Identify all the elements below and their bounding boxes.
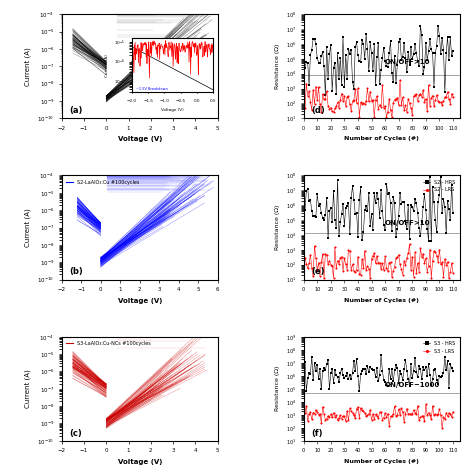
Text: (c): (c) [69, 428, 82, 438]
Y-axis label: Resistance (Ω): Resistance (Ω) [275, 44, 280, 89]
Text: ON/OFF>10: ON/OFF>10 [385, 220, 430, 227]
Legend: S3-LaAlO₃:Cu-NCs #100cycles: S3-LaAlO₃:Cu-NCs #100cycles [64, 339, 153, 348]
Legend: S2 - HRS, S2 - LRS: S2 - HRS, S2 - LRS [421, 178, 457, 194]
Text: ON/OFF>10: ON/OFF>10 [385, 59, 430, 65]
X-axis label: Number of Cycles (#): Number of Cycles (#) [344, 298, 419, 303]
Y-axis label: Current (A): Current (A) [25, 47, 31, 86]
Text: (e): (e) [311, 267, 325, 276]
Y-axis label: Resistance (Ω): Resistance (Ω) [275, 205, 280, 250]
X-axis label: Voltage (V): Voltage (V) [118, 298, 162, 304]
Legend: S3 - HRS, S3 - LRS: S3 - HRS, S3 - LRS [421, 339, 457, 356]
Y-axis label: Resistance (Ω): Resistance (Ω) [275, 366, 280, 411]
Y-axis label: Current (A): Current (A) [25, 369, 31, 408]
Text: ON/OFF~1000: ON/OFF~1000 [385, 382, 440, 388]
Text: (d): (d) [311, 106, 325, 115]
Y-axis label: Current (A): Current (A) [25, 208, 31, 247]
X-axis label: Voltage (V): Voltage (V) [118, 459, 162, 465]
Text: (f): (f) [311, 428, 323, 438]
X-axis label: Number of Cycles (#): Number of Cycles (#) [344, 459, 419, 464]
Text: (a): (a) [69, 106, 83, 115]
X-axis label: Number of Cycles (#): Number of Cycles (#) [344, 137, 419, 141]
Legend: S2-LaAlO₃:Cu #100cycles: S2-LaAlO₃:Cu #100cycles [64, 178, 142, 187]
X-axis label: Voltage (V): Voltage (V) [118, 137, 162, 143]
Text: (b): (b) [69, 267, 83, 276]
